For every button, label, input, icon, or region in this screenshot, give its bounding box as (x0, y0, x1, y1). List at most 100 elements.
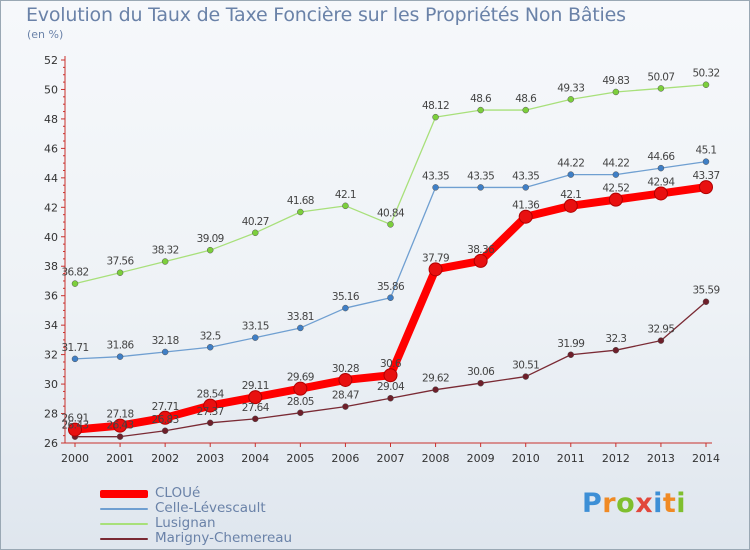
legend-swatch (100, 490, 148, 498)
data-point-marigny-chemereau (567, 351, 575, 359)
data-label-marigny-chemereau: 27.64 (242, 402, 270, 414)
legend-swatch (100, 508, 148, 510)
legend-swatch (100, 538, 148, 540)
legend-label: Celle-Lévescault (155, 500, 266, 516)
y-tick-label: 34 (44, 319, 58, 332)
data-point-clou- (293, 381, 308, 396)
y-tick-label: 32 (44, 349, 58, 362)
data-label-celle-l-vescault: 33.15 (242, 321, 269, 333)
data-label-lusignan: 49.83 (602, 75, 629, 87)
data-point-celle-l-vescault (71, 355, 79, 363)
data-label-clou-: 43.37 (692, 170, 719, 182)
data-label-clou-: 28.54 (197, 389, 225, 401)
y-tick-label: 40 (44, 231, 58, 244)
y-tick-label: 50 (44, 83, 58, 96)
data-point-clou- (563, 198, 578, 213)
y-tick-label: 44 (44, 172, 58, 185)
x-tick-label: 2007 (377, 452, 405, 465)
data-point-celle-l-vescault (612, 171, 620, 178)
data-label-celle-l-vescault: 44.66 (647, 151, 675, 163)
data-label-lusignan: 36.82 (61, 267, 88, 279)
data-point-celle-l-vescault (161, 348, 169, 356)
data-label-clou-: 42.52 (602, 183, 629, 195)
y-tick-label: 30 (44, 378, 58, 391)
chart-title: Evolution du Taux de Taxe Foncière sur l… (26, 4, 626, 26)
data-label-celle-l-vescault: 32.18 (152, 335, 179, 347)
data-point-lusignan (477, 106, 484, 114)
chart-unit-label: (en %) (27, 28, 64, 41)
x-tick-label: 2011 (557, 452, 585, 465)
data-point-clou- (608, 192, 623, 207)
data-point-lusignan (342, 202, 349, 210)
data-label-clou-: 42.94 (647, 176, 675, 188)
y-tick-label: 26 (44, 437, 58, 450)
data-point-lusignan (522, 106, 529, 114)
brand-logo-letter: r (602, 488, 617, 519)
data-point-marigny-chemereau (116, 433, 124, 440)
data-point-clou- (113, 418, 128, 433)
data-point-lusignan (161, 258, 169, 265)
data-label-marigny-chemereau: 26.43 (107, 420, 134, 432)
data-label-clou-: 30.6 (380, 358, 402, 370)
data-label-lusignan: 50.32 (692, 68, 719, 80)
legend-label: CLOUé (155, 485, 201, 501)
legend-item: Celle-Lévescault (100, 500, 380, 516)
data-point-clou- (653, 186, 668, 201)
data-point-celle-l-vescault (522, 184, 529, 191)
data-label-marigny-chemereau: 32.3 (605, 333, 626, 345)
data-point-marigny-chemereau (657, 337, 665, 344)
data-point-celle-l-vescault (206, 344, 214, 351)
x-tick-label: 2009 (467, 452, 495, 465)
y-tick-label: 48 (44, 113, 58, 126)
data-label-lusignan: 48.6 (515, 93, 537, 105)
data-point-lusignan (567, 96, 575, 103)
data-point-marigny-chemereau (477, 379, 484, 387)
y-tick-label: 46 (44, 142, 58, 155)
data-label-lusignan: 50.07 (647, 71, 674, 83)
data-label-marigny-chemereau: 30.51 (512, 360, 539, 372)
data-point-marigny-chemereau (522, 373, 529, 380)
y-tick-label: 38 (44, 260, 58, 273)
data-point-lusignan (116, 269, 124, 276)
data-label-celle-l-vescault: 35.86 (377, 281, 405, 293)
legend-label: Marigny-Chemereau (155, 530, 293, 546)
data-point-marigny-chemereau (342, 403, 349, 410)
data-point-clou- (248, 390, 263, 405)
x-tick-label: 2001 (106, 452, 134, 465)
data-point-marigny-chemereau (161, 427, 169, 435)
brand-logo-letter: i (676, 488, 687, 519)
data-label-clou-: 27.71 (152, 401, 179, 413)
data-point-marigny-chemereau (702, 298, 710, 305)
data-label-marigny-chemereau: 26.43 (61, 420, 88, 432)
line-chart: 26 28 30 32 34 36 38 40 42 44 46 48 50 52 2000 2001 2002… (44, 54, 720, 465)
brand-logo-letter: o (616, 488, 636, 519)
data-point-clou- (203, 398, 218, 413)
data-point-clou- (68, 422, 82, 437)
legend-label: Lusignan (155, 515, 216, 531)
data-label-marigny-chemereau: 28.47 (332, 390, 359, 402)
x-tick-label: 2008 (422, 452, 450, 465)
data-label-celle-l-vescault: 43.35 (422, 170, 449, 182)
data-label-celle-l-vescault: 43.35 (512, 170, 539, 182)
brand-logo-letter: x (635, 488, 654, 519)
brand-logo: Proxiti (582, 488, 686, 519)
brand-logo-letter: i (653, 488, 663, 519)
data-label-marigny-chemereau: 28.05 (287, 396, 314, 408)
data-label-clou-: 38.36 (467, 244, 495, 256)
data-point-lusignan (702, 81, 710, 88)
data-label-celle-l-vescault: 45.1 (696, 145, 717, 157)
x-tick-label: 2006 (331, 452, 359, 465)
data-label-clou-: 29.69 (287, 372, 314, 384)
data-point-celle-l-vescault (477, 184, 484, 191)
y-tick-label: 36 (44, 290, 58, 303)
x-tick-label: 2000 (61, 452, 89, 465)
data-label-lusignan: 48.12 (422, 100, 449, 112)
legend-swatch (100, 523, 148, 525)
data-label-clou-: 30.28 (332, 363, 359, 375)
data-label-marigny-chemereau: 29.04 (377, 381, 405, 393)
data-label-marigny-chemereau: 32.95 (647, 324, 674, 336)
data-point-marigny-chemereau (612, 346, 620, 354)
data-point-marigny-chemereau (387, 394, 394, 402)
data-label-lusignan: 38.32 (152, 245, 179, 257)
data-point-clou- (338, 372, 353, 387)
